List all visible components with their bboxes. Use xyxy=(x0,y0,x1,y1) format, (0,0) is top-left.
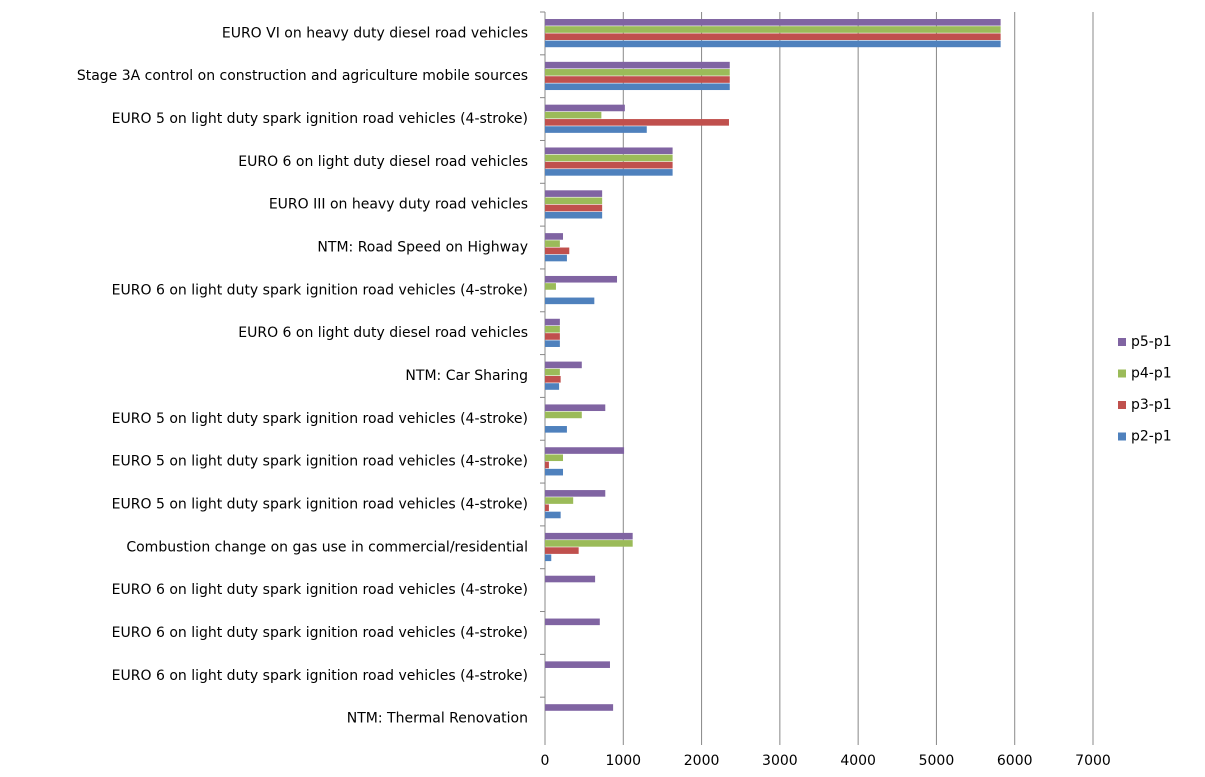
bar xyxy=(545,211,603,219)
bar xyxy=(545,254,567,262)
y-tick-label: EURO 5 on light duty spark ignition road… xyxy=(112,454,528,470)
bar xyxy=(545,297,595,305)
bar xyxy=(545,333,560,340)
bar xyxy=(545,618,600,626)
bar xyxy=(545,504,549,512)
x-tick-label: 2000 xyxy=(684,753,720,769)
y-tick-label: EURO 6 on light duty diesel road vehicle… xyxy=(238,325,528,341)
x-tick-label: 5000 xyxy=(919,753,955,769)
bar xyxy=(545,447,625,454)
x-tick-label: 6000 xyxy=(997,753,1033,769)
y-tick-label: EURO 6 on light duty spark ignition road… xyxy=(112,668,528,684)
bar xyxy=(545,111,602,119)
bar xyxy=(545,240,560,247)
bar xyxy=(545,19,1001,26)
bar xyxy=(545,283,556,290)
bar xyxy=(545,247,570,255)
y-tick-label: EURO 5 on light duty spark ignition road… xyxy=(112,411,528,427)
legend-swatch xyxy=(1118,338,1126,346)
x-tick-label: 3000 xyxy=(762,753,798,769)
bar xyxy=(545,404,606,412)
bar xyxy=(545,26,1001,33)
legend-label: p5-p1 xyxy=(1131,334,1172,350)
bar xyxy=(545,468,564,476)
bar xyxy=(545,83,730,91)
bar xyxy=(545,575,596,583)
bar xyxy=(545,33,1001,41)
bar xyxy=(545,490,606,497)
y-tick-label: NTM: Road Speed on Highway xyxy=(317,240,528,256)
bar xyxy=(545,376,561,383)
y-tick-label: Stage 3A control on construction and agr… xyxy=(77,68,528,84)
bar xyxy=(545,147,673,155)
bar xyxy=(545,169,673,176)
x-tick-label: 7000 xyxy=(1075,753,1111,769)
x-tick-label: 4000 xyxy=(840,753,876,769)
y-tick-label: EURO 6 on light duty spark ignition road… xyxy=(112,625,528,641)
y-tick-label: EURO 5 on light duty spark ignition road… xyxy=(112,111,528,127)
bar xyxy=(545,361,582,369)
bar xyxy=(545,197,603,205)
legend-swatch xyxy=(1118,369,1126,378)
x-tick-label: 1000 xyxy=(605,753,641,769)
bar xyxy=(545,233,564,240)
bar xyxy=(545,104,625,112)
bar xyxy=(545,383,560,390)
bar xyxy=(545,40,1001,48)
bar xyxy=(545,126,647,133)
bar xyxy=(545,61,730,69)
bar xyxy=(545,318,560,326)
bar xyxy=(545,704,614,711)
bar xyxy=(545,497,574,504)
bar xyxy=(545,325,560,333)
x-tick-label: 0 xyxy=(541,753,550,769)
bar xyxy=(545,532,633,540)
bar xyxy=(545,154,673,162)
bar xyxy=(545,554,552,562)
bar xyxy=(545,161,673,169)
y-tick-label: EURO 6 on light duty spark ignition road… xyxy=(112,582,528,598)
legend-swatch xyxy=(1118,401,1126,409)
bar xyxy=(545,368,560,376)
legend-label: p2-p1 xyxy=(1131,429,1172,445)
bar xyxy=(545,454,564,462)
y-tick-label: Combustion change on gas use in commerci… xyxy=(126,539,528,555)
bar xyxy=(545,511,561,519)
bar xyxy=(545,411,582,419)
y-tick-label: EURO 6 on light duty spark ignition road… xyxy=(112,282,528,298)
bar xyxy=(545,661,610,668)
legend-label: p4-p1 xyxy=(1131,366,1172,382)
bar xyxy=(545,69,730,76)
bar xyxy=(545,190,603,197)
bar xyxy=(545,461,549,469)
legend-swatch xyxy=(1118,432,1126,441)
y-tick-label: NTM: Car Sharing xyxy=(405,368,528,384)
y-tick-label: EURO 6 on light duty diesel road vehicle… xyxy=(238,154,528,170)
y-tick-label: EURO VI on heavy duty diesel road vehicl… xyxy=(222,25,528,41)
bar xyxy=(545,340,560,347)
legend-label: p3-p1 xyxy=(1131,397,1172,413)
bar xyxy=(545,426,567,433)
bar xyxy=(545,547,579,554)
bar xyxy=(545,540,633,547)
y-tick-label: EURO III on heavy duty road vehicles xyxy=(269,197,528,213)
y-tick-label: EURO 5 on light duty spark ignition road… xyxy=(112,496,528,512)
bar xyxy=(545,76,730,83)
bar xyxy=(545,119,729,126)
y-tick-label: NTM: Thermal Renovation xyxy=(347,711,528,727)
bar xyxy=(545,204,603,212)
bar xyxy=(545,275,618,283)
